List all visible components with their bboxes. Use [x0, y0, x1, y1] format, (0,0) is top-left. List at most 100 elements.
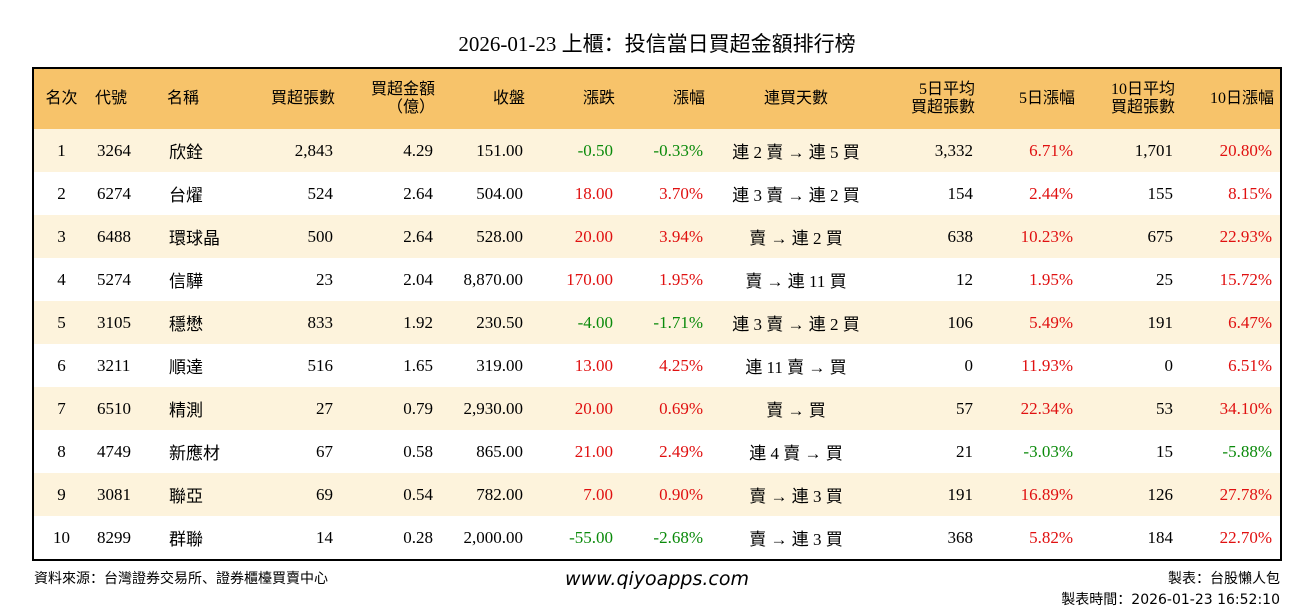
header-text: 買超張數: [910, 99, 975, 116]
table-cell: 524: [307, 183, 334, 203]
header-text: 買超張數: [270, 90, 335, 107]
table-cell: 5274: [97, 269, 131, 289]
table-cell: 9: [33, 473, 89, 516]
table-row: 4 5274 信驊 23 2.04 8,870.00 170.00 1.95% 賣 → 連 11…: [33, 258, 1281, 301]
table-cell: -55.00: [569, 527, 613, 547]
table-cell: 106: [881, 301, 981, 344]
table-cell: 12: [956, 269, 973, 289]
table-cell: 2: [57, 183, 66, 203]
header-row: 名次 代號 名稱 買超張數 買超金額 （億） 收盤 漲跌 漲幅 連買天數 5日平均 買超張數 5日漲幅 1…: [33, 68, 1281, 129]
header-text: 名次: [45, 90, 78, 107]
table-row: 9 3081 聯亞 69 0.54 782.00 7.00 0.90% 賣 → 連 3 買 191…: [33, 473, 1281, 516]
table-cell: 0: [964, 355, 974, 375]
table-cell: -5.88%: [1222, 441, 1272, 461]
source: 資料來源：台灣證券交易所、證券櫃檯買賣中心: [34, 571, 328, 587]
table-cell: 賣 → 連 3 買: [711, 473, 881, 516]
table-cell: 1.95%: [1029, 269, 1073, 289]
table-cell: 賣 → 買: [711, 387, 881, 430]
table-cell: 504.00: [476, 183, 523, 203]
table-cell: 57: [881, 387, 981, 430]
table-cell: 連 11 賣 → 買: [745, 358, 847, 377]
table-cell: 6.71%: [981, 129, 1081, 172]
table-cell: 0.58: [403, 441, 433, 461]
header-text: 代號: [95, 90, 128, 107]
table-cell: -4.00: [531, 301, 621, 344]
table-cell: 群聯: [169, 530, 203, 549]
table-cell: 賣 → 連 3 買: [749, 530, 843, 549]
table-cell: 13.00: [574, 355, 613, 375]
table-cell: 21: [956, 441, 973, 461]
header-cell: 5日平均 買超張數: [881, 68, 981, 129]
header-text: 5日漲幅: [1018, 90, 1075, 107]
table-cell: 25: [1156, 269, 1173, 289]
header-text: （億）: [386, 99, 435, 116]
table-cell: 6488: [89, 215, 161, 258]
table-cell: 6274: [97, 183, 131, 203]
table-cell: 3.70%: [659, 183, 703, 203]
header-text: 名稱: [167, 90, 200, 107]
table-cell: 信驊: [169, 272, 203, 291]
table-cell: 170.00: [566, 269, 613, 289]
header-text: 買超張數: [1110, 99, 1175, 116]
table-cell: 2.44%: [1029, 183, 1073, 203]
table-cell: 穩懋: [161, 301, 241, 344]
made-time: 製表時間：2026-01-23 16:52:10: [1061, 592, 1280, 608]
header-text: 漲幅: [672, 90, 705, 107]
table-cell: 27: [241, 387, 341, 430]
table-cell: 516: [307, 355, 334, 375]
header-cell: 10日平均 買超張數: [1081, 68, 1181, 129]
table-row: 10 8299 群聯 14 0.28 2,000.00 -55.00 -2.68% 賣 → 連 …: [33, 516, 1281, 560]
table-cell: 5: [33, 301, 89, 344]
table-cell: 賣 → 連 2 買: [711, 215, 881, 258]
table-cell: 10.23%: [981, 215, 1081, 258]
table-cell: 4.25%: [659, 355, 703, 375]
table-cell: 4.29: [341, 129, 441, 172]
table-cell: 27.78%: [1181, 473, 1281, 516]
table-cell: 67: [316, 441, 333, 461]
table-cell: 0: [1164, 355, 1174, 375]
table-cell: 155: [1147, 183, 1174, 203]
table-cell: 6: [57, 355, 66, 375]
table-cell: 2,843: [241, 129, 341, 172]
table-cell: 3: [33, 215, 89, 258]
table-cell: 22.34%: [981, 387, 1081, 430]
table-cell: 環球晶: [161, 215, 241, 258]
table-cell: 319.00: [476, 355, 523, 375]
table-cell: 53: [1081, 387, 1181, 430]
table-cell: 2,000.00: [463, 527, 524, 547]
table-cell: 2.64: [403, 183, 433, 203]
table-cell: -2.68%: [653, 527, 703, 547]
maker: 製表：台股懶人包: [1168, 571, 1280, 587]
table-cell: 3264: [89, 129, 161, 172]
header-cell: 代號: [89, 68, 161, 129]
header-cell: 名稱: [161, 68, 241, 129]
table-body: 1 3264 欣銓 2,843 4.29 151.00 -0.50 -0.33% 連 2 賣 →…: [33, 129, 1281, 560]
website: www.qiyoapps.com: [565, 568, 749, 590]
table-cell: 154: [947, 183, 974, 203]
ranking-table: 名次 代號 名稱 買超張數 買超金額 （億） 收盤 漲跌 漲幅 連買天數 5日平均 買超張數 5日漲幅 1…: [32, 67, 1282, 561]
table-cell: 4: [57, 269, 66, 289]
table-cell: 3105: [89, 301, 161, 344]
table-cell: 1.92: [341, 301, 441, 344]
table-cell: 1.95%: [659, 269, 703, 289]
table-cell: 14: [316, 527, 333, 547]
table-row: 1 3264 欣銓 2,843 4.29 151.00 -0.50 -0.33% 連 2 賣 →…: [33, 129, 1281, 172]
header-cell: 5日漲幅: [981, 68, 1081, 129]
table-cell: 21.00: [574, 441, 613, 461]
table-cell: 0.79: [341, 387, 441, 430]
table-cell: 連 3 賣 → 連 2 買: [732, 186, 860, 205]
table-cell: -3.03%: [1023, 441, 1073, 461]
table-cell: -1.71%: [621, 301, 711, 344]
table-cell: 20.80%: [1181, 129, 1281, 172]
table-cell: 15.72%: [1219, 269, 1272, 289]
table-row: 8 4749 新應材 67 0.58 865.00 21.00 2.49% 連 4 賣 → 買 2…: [33, 430, 1281, 473]
table-cell: 8: [57, 441, 66, 461]
header-text: 連買天數: [763, 90, 828, 107]
table-cell: 3081: [89, 473, 161, 516]
table-cell: 新應材: [169, 444, 220, 463]
table-cell: 2,930.00: [441, 387, 531, 430]
table-row: 3 6488 環球晶 500 2.64 528.00 20.00 3.94% 賣 → 連 2 買…: [33, 215, 1281, 258]
header-text: 10日平均: [1110, 81, 1175, 98]
header-cell: 買超張數: [241, 68, 341, 129]
table-cell: 6.51%: [1228, 355, 1272, 375]
